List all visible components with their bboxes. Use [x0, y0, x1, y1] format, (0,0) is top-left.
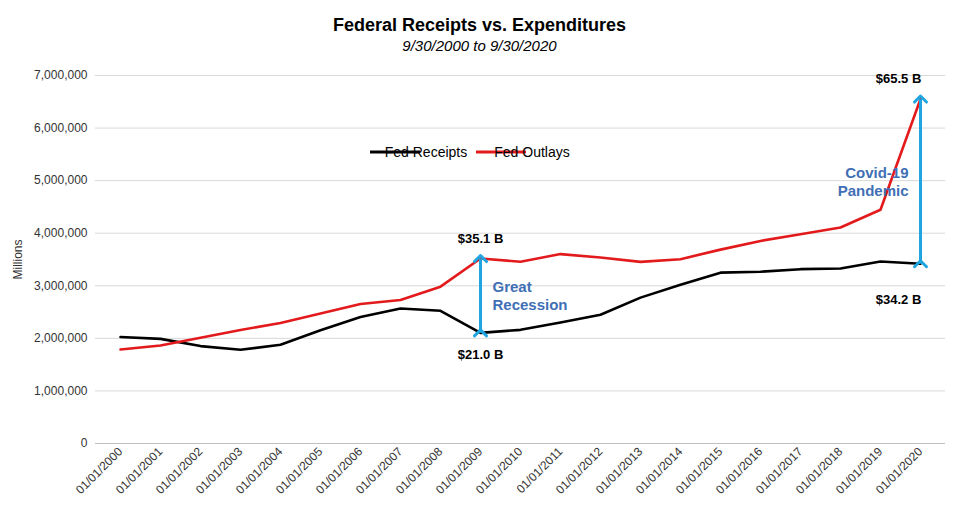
svg-text:Covid-19Pandemic: Covid-19Pandemic — [838, 164, 909, 199]
svg-text:Fed Outlays: Fed Outlays — [494, 144, 569, 160]
html-text:Federal Receipts vs. Expenditu: Federal Receipts vs. Expenditures — [332, 15, 627, 35]
svg-text:01/01/2020: 01/01/2020 — [873, 444, 926, 497]
svg-text:01/01/2000: 01/01/2000 — [73, 444, 126, 497]
svg-text:01/01/2001: 01/01/2001 — [113, 444, 166, 497]
svg-text:0: 0 — [81, 436, 88, 450]
svg-text:2,000,000: 2,000,000 — [34, 331, 88, 345]
svg-text:01/01/2006: 01/01/2006 — [313, 444, 366, 497]
svg-text:1,000,000: 1,000,000 — [34, 384, 88, 398]
svg-text:Fed Receipts: Fed Receipts — [385, 144, 467, 160]
svg-text:01/01/2019: 01/01/2019 — [833, 444, 886, 497]
svg-text:01/01/2008: 01/01/2008 — [393, 444, 446, 497]
svg-text:3,000,000: 3,000,000 — [34, 279, 88, 293]
svg-text:01/01/2002: 01/01/2002 — [153, 444, 206, 497]
svg-text:01/01/2003: 01/01/2003 — [193, 444, 246, 497]
svg-text:01/01/2017: 01/01/2017 — [753, 444, 806, 497]
svg-text:4,000,000: 4,000,000 — [34, 226, 88, 240]
svg-text:6,000,000: 6,000,000 — [34, 121, 88, 135]
svg-text:01/01/2007: 01/01/2007 — [353, 444, 406, 497]
svg-text:01/01/2014: 01/01/2014 — [633, 444, 686, 497]
svg-text:01/01/2009: 01/01/2009 — [433, 444, 486, 497]
svg-text:01/01/2018: 01/01/2018 — [793, 444, 846, 497]
svg-text:$21.0 B: $21.0 B — [458, 347, 504, 362]
svg-text:$34.2 B: $34.2 B — [876, 292, 922, 307]
svg-text:01/01/2013: 01/01/2013 — [593, 444, 646, 497]
svg-text:5,000,000: 5,000,000 — [34, 173, 88, 187]
svg-text:01/01/2010: 01/01/2010 — [473, 444, 526, 497]
svg-text:01/01/2011: 01/01/2011 — [513, 444, 566, 497]
svg-text:01/01/2016: 01/01/2016 — [713, 444, 766, 497]
svg-text:7,000,000: 7,000,000 — [34, 68, 88, 82]
svg-text:Millions: Millions — [11, 239, 25, 279]
html-text:9/30/2000 to 9/30/2020: 9/30/2000 to 9/30/2020 — [402, 37, 557, 54]
svg-text:$65.5 B: $65.5 B — [876, 71, 922, 86]
svg-text:01/01/2012: 01/01/2012 — [553, 444, 606, 497]
svg-text:01/01/2015: 01/01/2015 — [673, 444, 726, 497]
svg-text:01/01/2005: 01/01/2005 — [273, 444, 326, 497]
svg-text:01/01/2004: 01/01/2004 — [233, 444, 286, 497]
svg-text:GreatRecession: GreatRecession — [493, 278, 568, 313]
svg-text:$35.1 B: $35.1 B — [458, 231, 504, 246]
